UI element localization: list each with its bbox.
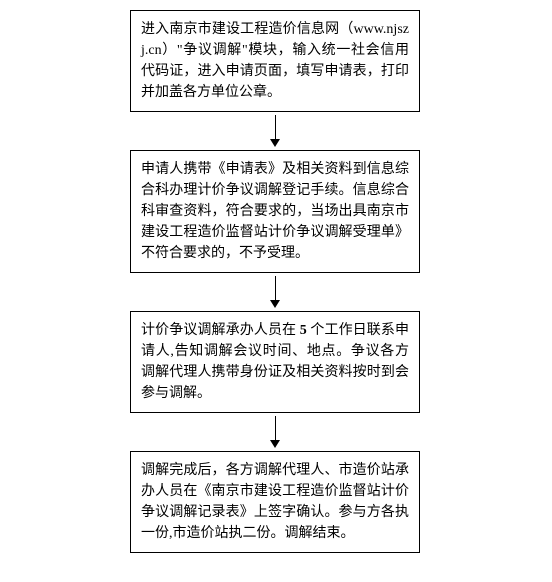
node-text: 进入南京市建设工程造价信息网（www.njszj.cn）"争议调解"模块，输入统… xyxy=(141,22,409,100)
flow-node-step3: 计价争议调解承办人员在 5 个工作日联系申请人,告知调解会议时间、地点。争议各方… xyxy=(130,311,420,413)
flow-arrow-2 xyxy=(130,273,420,311)
flow-arrow-3 xyxy=(130,413,420,451)
arrow-head-icon xyxy=(270,300,280,308)
arrow-line xyxy=(275,115,276,139)
flow-node-step2: 申请人携带《申请表》及相关资料到信息综合科办理计价争议调解登记手续。信息综合科审… xyxy=(130,150,420,273)
flow-node-step1: 进入南京市建设工程造价信息网（www.njszj.cn）"争议调解"模块，输入统… xyxy=(130,10,420,112)
flowchart-container: 进入南京市建设工程造价信息网（www.njszj.cn）"争议调解"模块，输入统… xyxy=(130,10,420,553)
node-text: 申请人携带《申请表》及相关资料到信息综合科办理计价争议调解登记手续。信息综合科审… xyxy=(141,162,409,261)
node-text-bold: 5 xyxy=(300,323,307,338)
node-text: 调解完成后，各方调解代理人、市造价站承办人员在《南京市建设工程造价监督站计价争议… xyxy=(141,463,409,541)
node-text-prefix: 计价争议调解承办人员在 xyxy=(141,323,300,338)
arrow-line xyxy=(275,276,276,300)
flow-arrow-1 xyxy=(130,112,420,150)
arrow-head-icon xyxy=(270,139,280,147)
arrow-line xyxy=(275,416,276,440)
arrow-head-icon xyxy=(270,440,280,448)
flow-node-step4: 调解完成后，各方调解代理人、市造价站承办人员在《南京市建设工程造价监督站计价争议… xyxy=(130,451,420,553)
